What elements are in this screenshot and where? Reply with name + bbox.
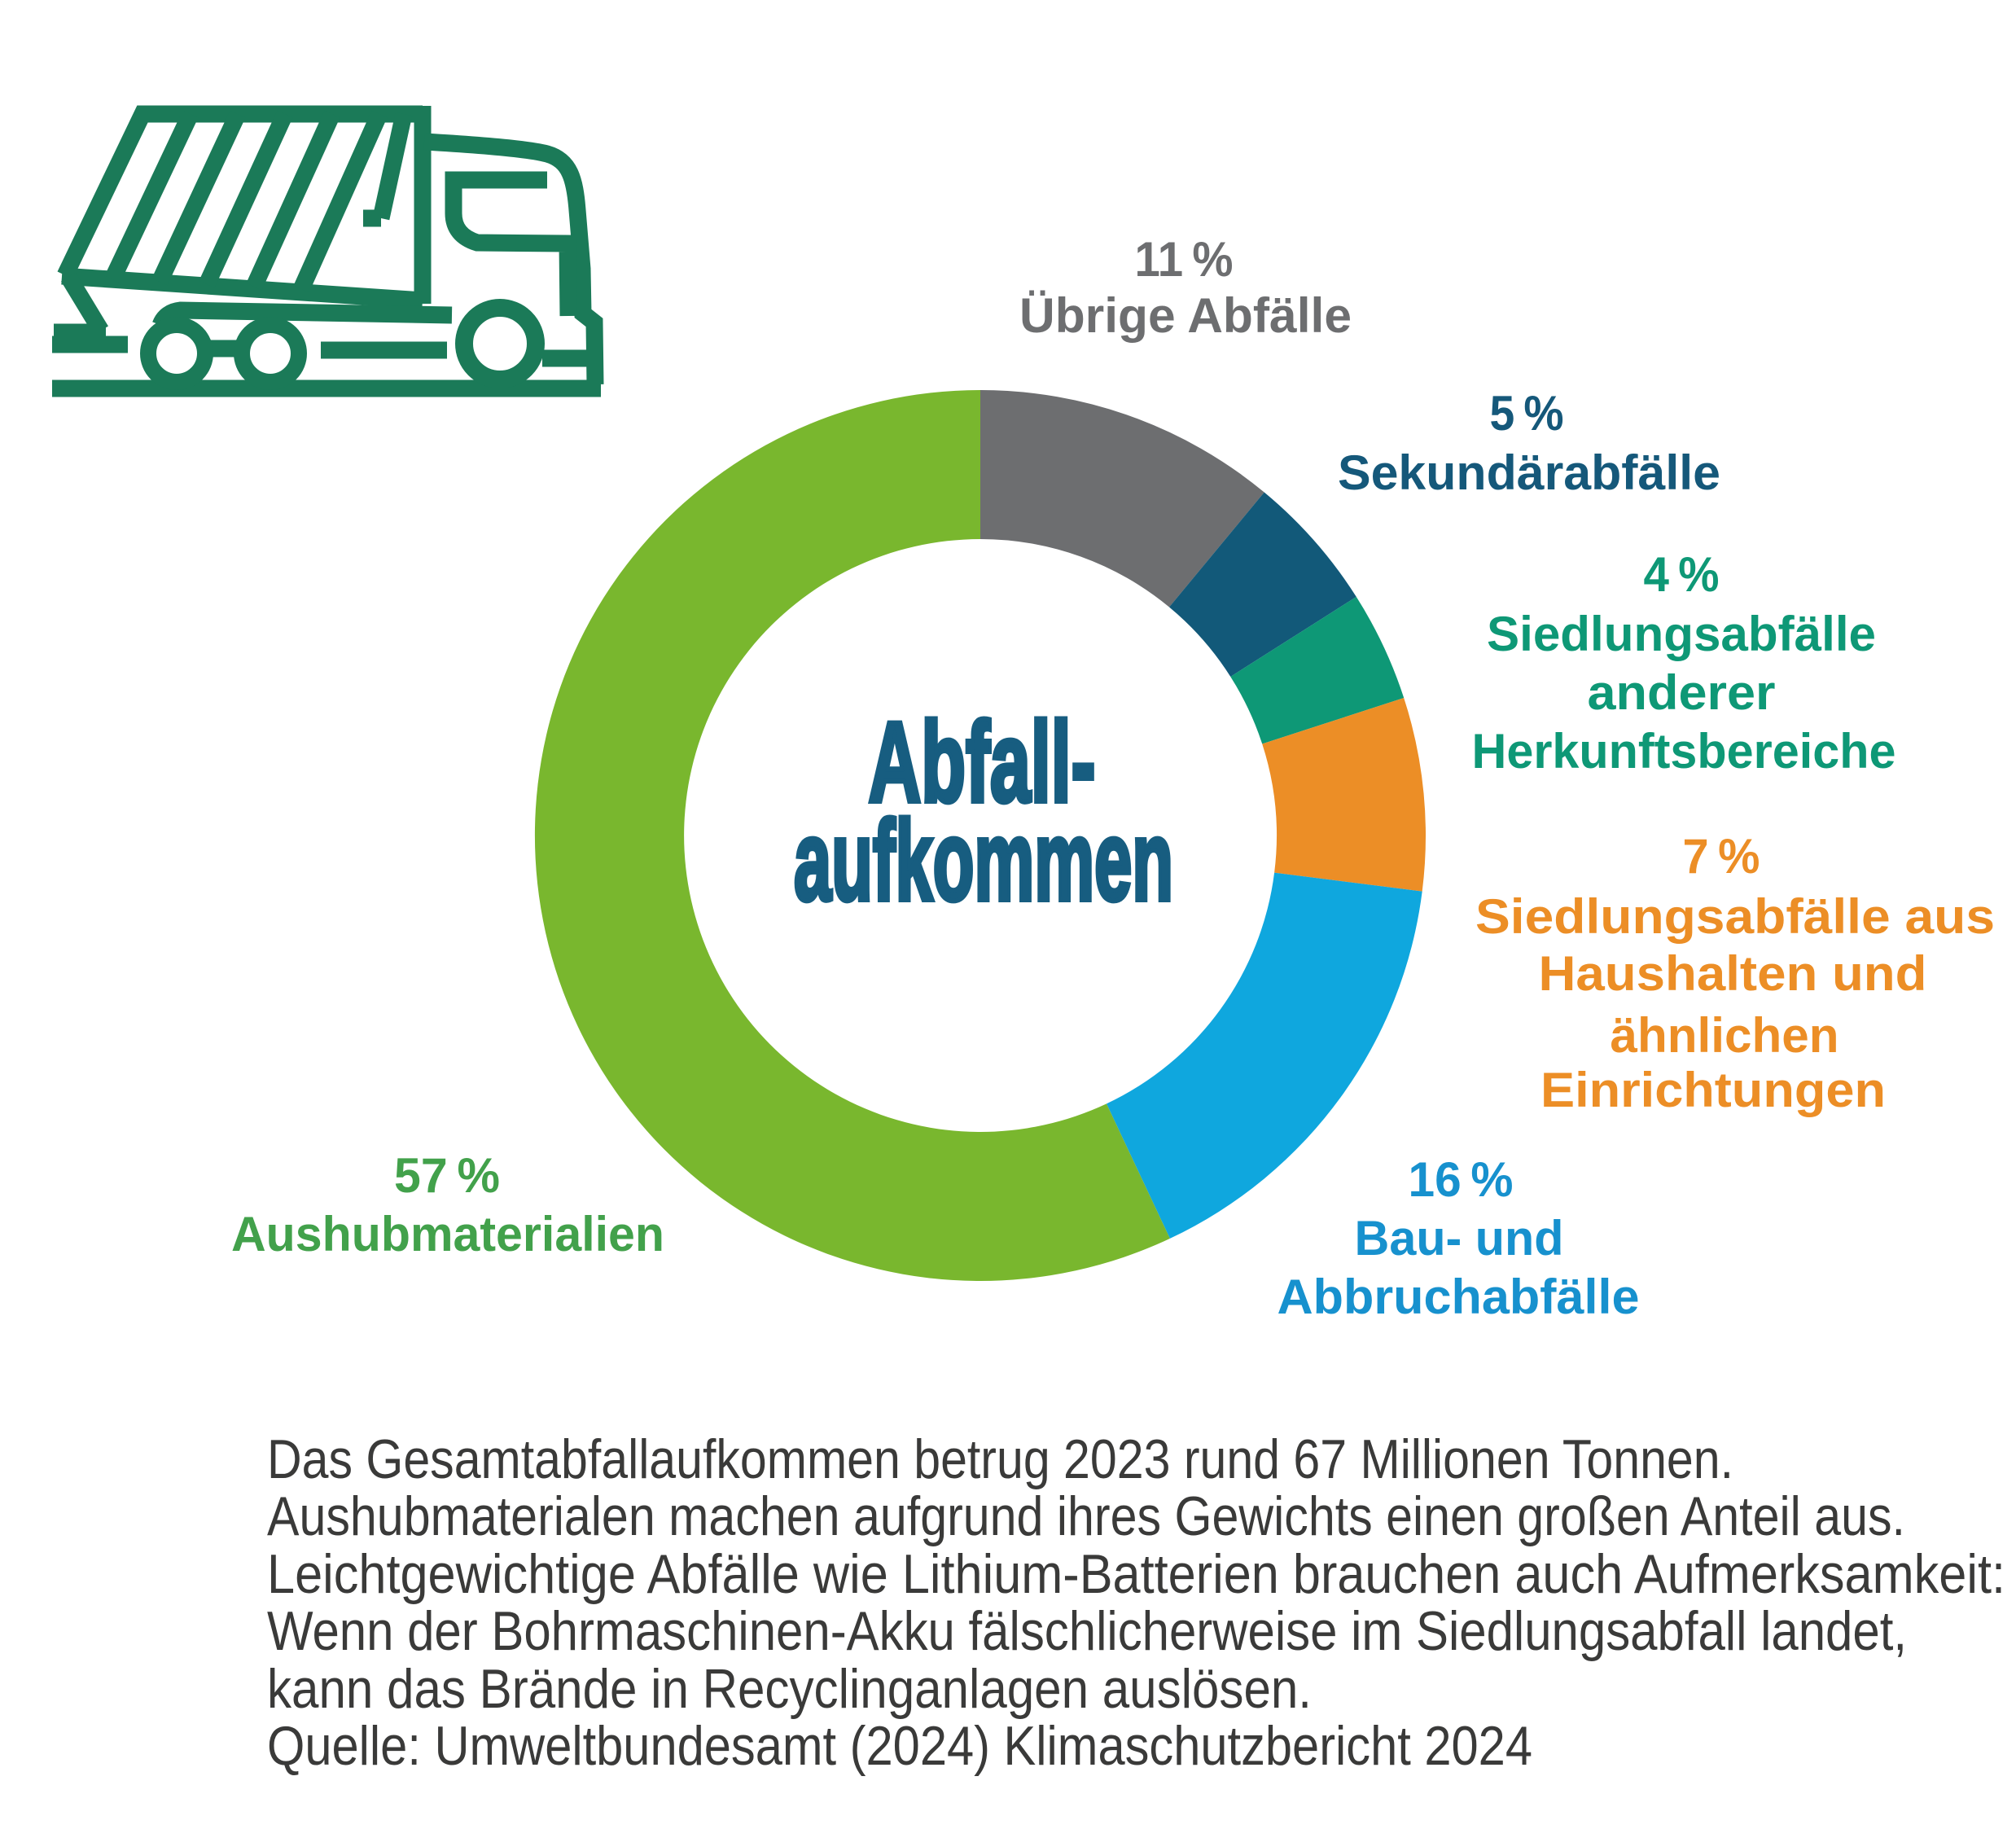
svg-text:Übrige Abfälle: Übrige Abfälle: [1019, 288, 1352, 343]
svg-text:aufkommen: aufkommen: [794, 796, 1173, 924]
svg-text:Siedlungsabfälle aus: Siedlungsabfälle aus: [1475, 889, 1995, 944]
svg-text:Abfall-: Abfall-: [869, 698, 1096, 826]
svg-text:57 %: 57 %: [394, 1148, 500, 1203]
svg-text:Abbruchabfälle: Abbruchabfälle: [1278, 1270, 1640, 1324]
svg-text:ähnlichen: ähnlichen: [1611, 1008, 1839, 1063]
svg-text:11 %: 11 %: [1135, 232, 1234, 287]
svg-text:anderer: anderer: [1588, 665, 1776, 720]
svg-text:Haushalten und: Haushalten und: [1539, 946, 1927, 1001]
svg-text:4 %: 4 %: [1644, 547, 1720, 602]
svg-text:Das Gesamtabfallaufkommen betr: Das Gesamtabfallaufkommen betrug 2023 ru…: [267, 1428, 1733, 1490]
svg-text:Einrichtungen: Einrichtungen: [1540, 1063, 1886, 1117]
svg-text:Quelle: Umweltbundesamt (2024): Quelle: Umweltbundesamt (2024) Klimaschu…: [267, 1715, 1532, 1777]
svg-text:Aushubmaterialen machen aufgru: Aushubmaterialen machen aufgrund ihres G…: [267, 1485, 1905, 1547]
svg-text:16 %: 16 %: [1409, 1152, 1514, 1207]
svg-text:Sekundärabfälle: Sekundärabfälle: [1338, 445, 1720, 500]
svg-text:7 %: 7 %: [1683, 829, 1760, 884]
svg-text:Bau- und: Bau- und: [1355, 1211, 1564, 1265]
svg-text:5 %: 5 %: [1490, 386, 1564, 441]
svg-text:kann das Brände in Recyclingan: kann das Brände in Recyclinganlagen ausl…: [267, 1658, 1312, 1720]
svg-text:Wenn der Bohrmaschinen-Akku fä: Wenn der Bohrmaschinen-Akku fälschlicher…: [267, 1600, 1907, 1662]
svg-text:Herkunftsbereiche: Herkunftsbereiche: [1472, 724, 1896, 779]
svg-text:Siedlungsabfälle: Siedlungsabfälle: [1487, 607, 1876, 661]
svg-text:Aushubmaterialien: Aushubmaterialien: [231, 1207, 664, 1261]
svg-text:Leichtgewichtige Abfälle wie L: Leichtgewichtige Abfälle wie Lithium-Bat…: [267, 1543, 2005, 1605]
